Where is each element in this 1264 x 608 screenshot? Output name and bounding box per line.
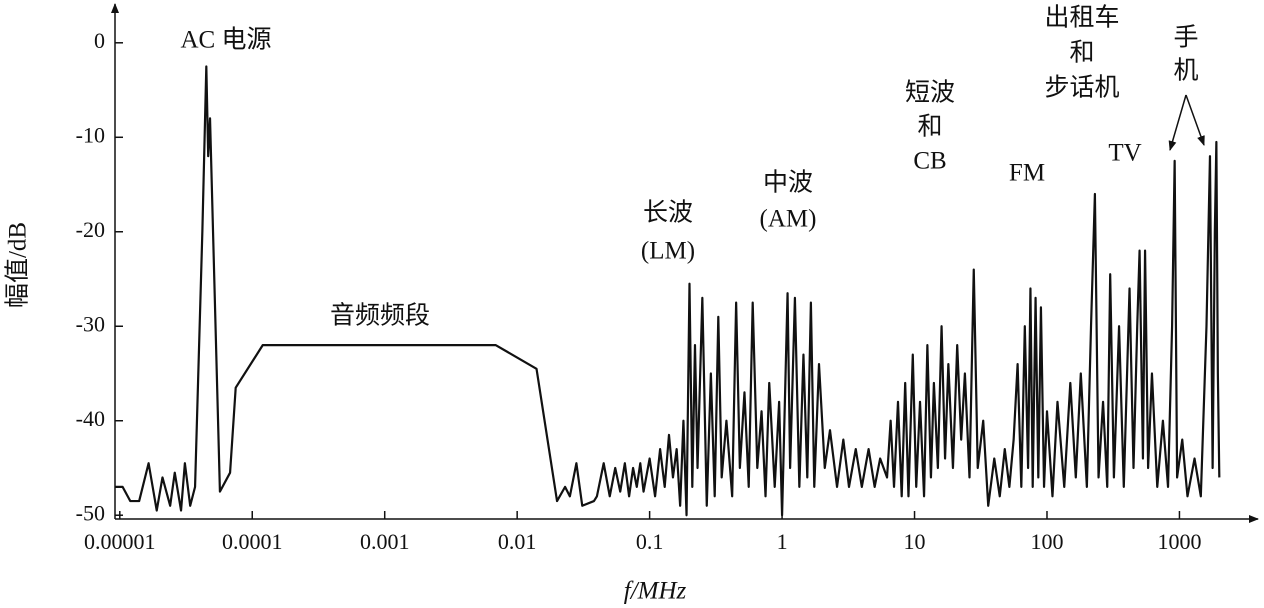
- y-tick-label: -50: [76, 500, 105, 525]
- y-tick-label: -10: [76, 122, 105, 147]
- annotation: AC 电源: [181, 26, 272, 54]
- x-tick-label: 0.01: [498, 529, 537, 554]
- x-tick-label: 10: [904, 529, 926, 554]
- x-tick-label: 0.001: [360, 529, 410, 554]
- y-tick-label: -40: [76, 406, 105, 431]
- annotation: (LM): [641, 238, 695, 265]
- x-axis-label: f/MHz: [624, 578, 687, 605]
- x-tick-label: 1: [777, 529, 788, 554]
- x-tick-label: 0.00001: [84, 529, 156, 554]
- annotation: 手: [1173, 24, 1198, 52]
- x-tick-label: 0.0001: [222, 529, 283, 554]
- annotation: 短波: [905, 79, 955, 107]
- x-tick-label: 100: [1030, 529, 1063, 554]
- annotation: 和: [1069, 39, 1094, 67]
- spectrum-line: [115, 65, 1221, 517]
- annotation: CB: [913, 148, 946, 175]
- y-tick-label: 0: [94, 28, 105, 53]
- annotation: 音频频段: [330, 302, 430, 330]
- annotation: 中波: [763, 169, 813, 197]
- annotation: (AM): [760, 206, 817, 233]
- x-tick-label: 1000: [1157, 529, 1201, 554]
- annotation: FM: [1009, 160, 1045, 187]
- annotation: 长波: [643, 199, 693, 227]
- annotation-arrow: [1168, 94, 1187, 151]
- annotation: 机: [1173, 57, 1198, 85]
- annotation: 出租车: [1044, 4, 1119, 32]
- annotation: TV: [1108, 140, 1141, 167]
- y-axis-label: 幅值/dB: [4, 222, 32, 308]
- annotation: 步话机: [1044, 74, 1119, 102]
- annotation-arrow: [1185, 94, 1205, 146]
- y-tick-label: -20: [76, 217, 105, 242]
- x-tick-label: 0.1: [636, 529, 664, 554]
- annotation: 和: [917, 113, 942, 141]
- y-tick-label: -30: [76, 311, 105, 336]
